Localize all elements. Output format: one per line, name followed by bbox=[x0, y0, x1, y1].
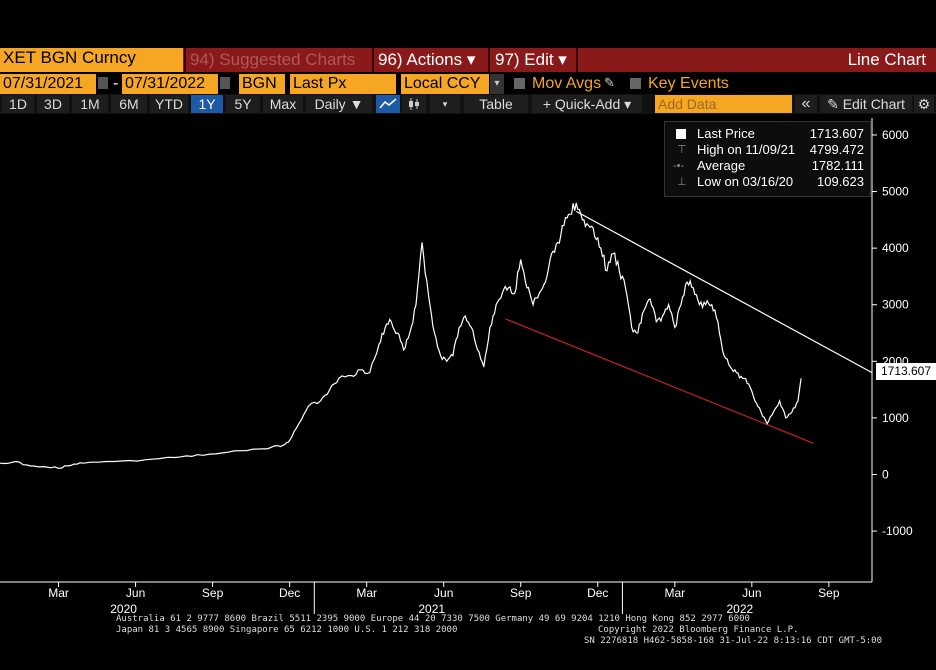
chart-legend[interactable]: Last Price 1713.607 ⊤ High on 11/09/21 4… bbox=[664, 121, 871, 197]
low-label: Low on 03/16/20 bbox=[697, 174, 794, 189]
last-price-value: 1713.607 bbox=[809, 126, 864, 141]
x-tick-label: Jun bbox=[126, 586, 145, 600]
quick-add-button[interactable]: + Quick-Add ▾ bbox=[532, 95, 642, 113]
low-value: 109.623 bbox=[817, 174, 864, 189]
average-value: 1782.111 bbox=[811, 158, 864, 173]
x-tick-label: Mar bbox=[664, 586, 685, 600]
mov-avgs-label[interactable]: Mov Avgs bbox=[532, 75, 602, 92]
chart-type-label: Line Chart bbox=[847, 50, 926, 69]
mov-avgs-checkbox[interactable] bbox=[514, 78, 525, 89]
x-tick-label: Sep bbox=[202, 586, 224, 600]
period-3d-button[interactable]: 3D bbox=[37, 95, 69, 113]
candlestick-glyph bbox=[409, 98, 419, 110]
y-tick-label: 0 bbox=[882, 467, 889, 481]
field-selector[interactable]: Last Px bbox=[290, 74, 396, 94]
title-bar: XET BGN Curncy 94) Suggested Charts 96) … bbox=[0, 48, 936, 72]
currency-dropdown-icon[interactable]: ▾ bbox=[490, 74, 504, 94]
period-1d-button[interactable]: 1D bbox=[2, 95, 34, 113]
period-1m-button[interactable]: 1M bbox=[72, 95, 108, 113]
x-tick-label: Jun bbox=[434, 586, 453, 600]
table-button[interactable]: Table bbox=[464, 95, 528, 113]
period-max-button[interactable]: Max bbox=[263, 95, 303, 113]
footer-phones-line2: Japan 81 3 4565 8900 Singapore 65 6212 1… bbox=[116, 625, 458, 635]
x-tick-label: Jun bbox=[742, 586, 761, 600]
source-field[interactable]: BGN bbox=[239, 74, 285, 94]
line-chart-glyph bbox=[379, 98, 397, 109]
line-chart-icon[interactable] bbox=[376, 95, 400, 113]
period-5y-button[interactable]: 5Y bbox=[226, 95, 260, 113]
x-year-label: 2021 bbox=[418, 602, 445, 614]
separator bbox=[576, 48, 578, 72]
actions-menu[interactable]: 96) Actions ▾ bbox=[378, 50, 476, 69]
x-tick-label: Sep bbox=[818, 586, 840, 600]
last-price-label: Last Price bbox=[697, 126, 755, 141]
toolbar-row: 1D 3D 1M 6M YTD 1Y 5Y Max Daily ▼ ▾ Tabl… bbox=[0, 94, 936, 114]
end-date-field[interactable]: 07/31/2022 bbox=[122, 74, 218, 94]
ticker-field[interactable]: XET BGN Curncy bbox=[0, 48, 183, 72]
separator bbox=[488, 48, 490, 72]
footer-session-line: SN 2276818 H462-5858-168 31-Jul-22 8:13:… bbox=[584, 636, 883, 646]
edit-chart-label: Edit Chart bbox=[842, 96, 905, 112]
separator bbox=[372, 48, 374, 72]
y-tick-label: 3000 bbox=[882, 298, 909, 312]
x-tick-label: Dec bbox=[587, 586, 608, 600]
date-dash: - bbox=[113, 75, 119, 92]
last-price-swatch bbox=[676, 129, 686, 139]
y-tick-label: 4000 bbox=[882, 241, 909, 255]
trendlines bbox=[505, 210, 873, 444]
edit-chart-button[interactable]: ✎ Edit Chart bbox=[820, 95, 912, 113]
suggested-charts-menu[interactable]: 94) Suggested Charts bbox=[190, 50, 356, 69]
edit-menu[interactable]: 97) Edit ▾ bbox=[495, 50, 567, 69]
date-controls-row: 07/31/2021 - 07/31/2022 BGN Last Px Loca… bbox=[0, 74, 936, 94]
candlestick-icon[interactable] bbox=[402, 95, 426, 113]
y-tick-label: 6000 bbox=[882, 128, 909, 142]
low-marker-icon: ⊥ bbox=[677, 176, 687, 188]
period-1y-button[interactable]: 1Y bbox=[191, 95, 223, 113]
calendar-icon[interactable] bbox=[220, 77, 230, 89]
y-tick-label: 5000 bbox=[882, 185, 909, 199]
start-date-field[interactable]: 07/31/2021 bbox=[0, 74, 96, 94]
frequency-selector[interactable]: Daily ▼ bbox=[306, 95, 372, 113]
y-tick-label: 1000 bbox=[882, 411, 909, 425]
footer-phones-line1: Australia 61 2 9777 8600 Brazil 5511 239… bbox=[116, 614, 750, 624]
currency-selector[interactable]: Local CCY bbox=[401, 74, 489, 94]
x-year-label: 2020 bbox=[110, 602, 137, 614]
period-6m-button[interactable]: 6M bbox=[111, 95, 147, 113]
high-label: High on 11/09/21 bbox=[697, 142, 796, 157]
last-price-tag: 1713.607 bbox=[876, 363, 936, 380]
calendar-icon[interactable] bbox=[98, 77, 108, 89]
x-year-label: 2022 bbox=[726, 602, 753, 614]
pencil-icon: ✎ bbox=[827, 96, 839, 112]
high-value: 4799.472 bbox=[809, 142, 864, 157]
x-tick-label: Sep bbox=[510, 586, 532, 600]
average-label: Average bbox=[697, 158, 746, 173]
collapse-icon[interactable]: « bbox=[795, 95, 817, 113]
gear-icon[interactable]: ⚙ bbox=[914, 95, 934, 113]
high-marker-icon: ⊤ bbox=[677, 144, 687, 156]
chart-style-dropdown-icon[interactable]: ▾ bbox=[430, 95, 460, 113]
trendline bbox=[505, 318, 814, 444]
pencil-icon[interactable]: ✎ bbox=[604, 75, 615, 90]
y-tick-label: -1000 bbox=[882, 524, 913, 538]
price-series bbox=[0, 202, 802, 469]
add-data-input[interactable]: Add Data bbox=[655, 95, 792, 113]
footer-copyright: Copyright 2022 Bloomberg Finance L.P. bbox=[598, 625, 799, 635]
x-tick-label: Mar bbox=[356, 586, 377, 600]
average-marker-icon: -•- bbox=[673, 160, 685, 172]
trendline bbox=[575, 210, 873, 374]
price-line bbox=[0, 202, 802, 469]
x-tick-label: Mar bbox=[48, 586, 69, 600]
separator bbox=[184, 48, 186, 72]
x-tick-label: Dec bbox=[279, 586, 300, 600]
key-events-label[interactable]: Key Events bbox=[648, 75, 729, 92]
key-events-checkbox[interactable] bbox=[630, 78, 641, 89]
period-ytd-button[interactable]: YTD bbox=[150, 95, 188, 113]
